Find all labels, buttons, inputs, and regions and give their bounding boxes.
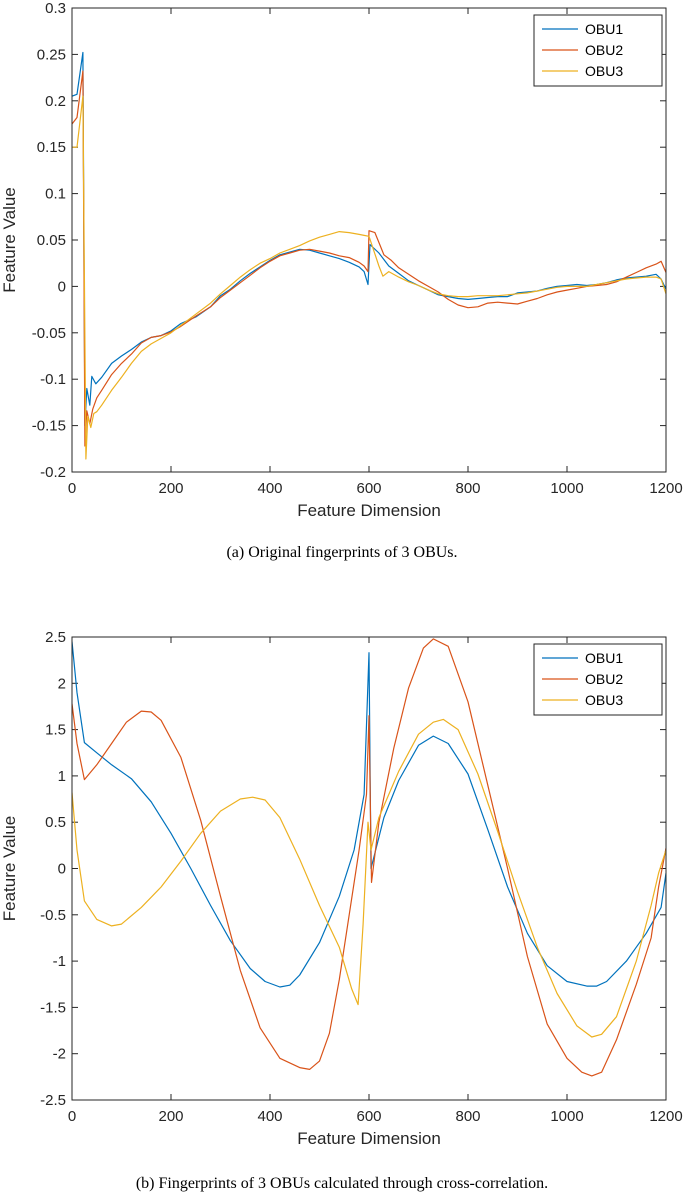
chart-b-x-tick-label: 0 [68, 1108, 76, 1125]
chart-a-x-tick-label: 800 [455, 480, 480, 497]
chart-b-y-tick-label: 1.5 [45, 722, 66, 739]
chart-b-y-tick-label: -0.5 [40, 907, 66, 924]
chart-a-x-tick-label: 0 [68, 480, 76, 497]
chart-a-x-tick-label: 400 [257, 480, 282, 497]
chart-b-x-tick-label: 600 [356, 1108, 381, 1125]
chart-a-series-line-obu3 [72, 95, 666, 460]
chart-b-y-tick-label: 1 [58, 768, 66, 785]
chart-b-x-tick-label: 800 [455, 1108, 480, 1125]
chart-b-cross-correlation-fingerprints: 0 200 400 600 800 1000 1200 -2.5 -2 -1.5 -1 -0.5 0 0.… [0, 629, 683, 1192]
chart-b-y-axis-label: Feature Value [0, 816, 19, 922]
chart-b-y-tick-label: -1.5 [40, 999, 66, 1016]
chart-b-legend-label-obu1: OBU1 [585, 650, 623, 666]
chart-a-x-tick-label: 600 [356, 480, 381, 497]
chart-b-legend-label-obu3: OBU3 [585, 692, 623, 708]
chart-b-y-tick-label: -2.5 [40, 1092, 66, 1109]
chart-b-legend-label-obu2: OBU2 [585, 671, 623, 687]
chart-a-y-tick-label: 0.15 [37, 139, 66, 156]
chart-a-y-tick-label: 0.1 [45, 186, 66, 203]
chart-b-x-tick-label: 400 [257, 1108, 282, 1125]
chart-b-y-tick-label: -2 [53, 1046, 66, 1063]
chart-b-y-tick-label: 0 [58, 861, 66, 878]
chart-a-y-tick-label: 0.25 [37, 46, 66, 63]
chart-b-axes-box [71, 636, 667, 1101]
chart-b-x-tick-label: 1200 [649, 1108, 682, 1125]
chart-b-y-tick-label: 2.5 [45, 629, 66, 646]
chart-b-series-line-obu3 [72, 718, 666, 1038]
chart-b-y-tick-label: 2 [58, 675, 66, 692]
chart-a-original-fingerprints: 0 200 400 600 800 1000 1200 -0.2 -0.15 -0.1 -0.05 0… [0, 0, 683, 561]
chart-a-series-line-obu2 [72, 70, 666, 447]
chart-a-y-tick-label: 0.2 [45, 93, 66, 110]
chart-a-caption: (a) Original fingerprints of 3 OBUs. [226, 544, 457, 561]
chart-a-legend-label-obu2: OBU2 [585, 42, 623, 58]
chart-a-axes-box [71, 7, 667, 473]
chart-a-x-tick-label: 1000 [550, 480, 583, 497]
chart-a-x-axis-label: Feature Dimension [297, 501, 441, 520]
chart-b-x-tick-label: 1000 [550, 1108, 583, 1125]
chart-a-y-tick-label: 0.3 [45, 0, 66, 17]
chart-b-x-axis-label: Feature Dimension [297, 1129, 441, 1148]
chart-b-x-tick-label: 200 [158, 1108, 183, 1125]
chart-a-y-tick-label: -0.15 [32, 418, 66, 435]
chart-a-legend-label-obu3: OBU3 [585, 63, 623, 79]
chart-a-x-tick-label: 200 [158, 480, 183, 497]
chart-a-y-tick-label: 0 [58, 278, 66, 295]
chart-a-series-line-obu1 [72, 51, 666, 427]
chart-a-y-tick-label: -0.1 [40, 371, 66, 388]
chart-b-caption: (b) Fingerprints of 3 OBUs calculated th… [136, 1175, 548, 1192]
chart-b-series-line-obu1 [72, 641, 666, 988]
chart-a-y-tick-label: 0.05 [37, 232, 66, 249]
chart-a-y-tick-label: -0.05 [32, 325, 66, 342]
chart-b-y-tick-label: -1 [53, 953, 66, 970]
chart-b-series-line-obu2 [72, 638, 666, 1077]
chart-a-x-tick-label: 1200 [649, 480, 682, 497]
chart-a-legend-label-obu1: OBU1 [585, 21, 623, 37]
chart-a-y-tick-label: -0.2 [40, 464, 66, 481]
chart-b-y-tick-label: 0.5 [45, 814, 66, 831]
chart-a-y-axis-label: Feature Value [0, 187, 19, 293]
